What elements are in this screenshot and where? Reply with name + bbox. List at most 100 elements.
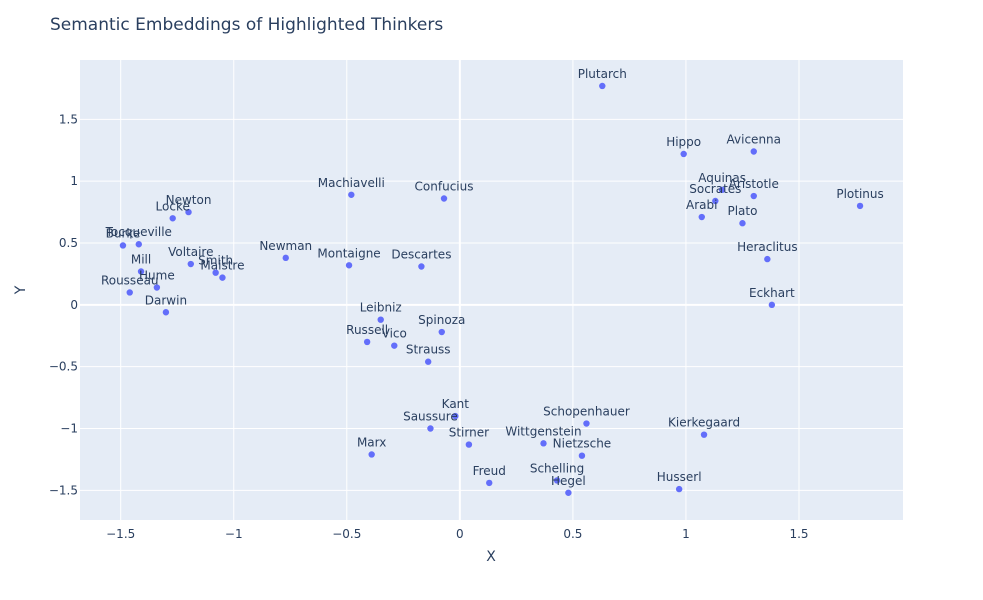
data-point[interactable] — [368, 451, 375, 458]
data-point-label: Mill — [131, 252, 151, 266]
data-point[interactable] — [440, 195, 448, 202]
data-point[interactable] — [700, 431, 708, 438]
plot-area — [80, 60, 903, 520]
y-axis-title: Y — [13, 285, 29, 295]
data-point[interactable] — [698, 213, 705, 221]
data-point[interactable] — [169, 215, 176, 222]
data-point[interactable] — [363, 338, 371, 346]
y-tick-label: 0 — [70, 298, 78, 312]
data-point-label: Russell — [346, 323, 388, 337]
data-point-label: Nietzsche — [553, 437, 612, 451]
data-point[interactable] — [137, 268, 145, 275]
data-point-label: Vico — [382, 327, 407, 341]
data-point-label: Newton — [166, 193, 212, 207]
y-tick-label: −1 — [60, 421, 78, 435]
data-point[interactable] — [565, 489, 572, 496]
data-point-label: Locke — [156, 199, 190, 213]
data-point-label: Hippo — [666, 135, 701, 149]
data-point[interactable] — [768, 301, 776, 309]
data-point[interactable] — [126, 289, 133, 296]
data-point[interactable] — [718, 186, 726, 194]
data-point[interactable] — [553, 477, 561, 484]
data-point-label: Husserl — [657, 470, 702, 484]
y-tick-label: 1.5 — [59, 112, 78, 126]
data-point[interactable] — [764, 255, 771, 263]
data-point[interactable] — [185, 208, 192, 216]
data-point-label: Socrates — [689, 182, 741, 196]
data-point[interactable] — [599, 82, 606, 90]
data-point[interactable] — [282, 254, 289, 262]
data-point[interactable] — [438, 328, 445, 336]
data-point[interactable] — [391, 342, 398, 349]
data-point-label: Montaigne — [317, 246, 380, 260]
data-point[interactable] — [583, 420, 590, 427]
data-point-label: Spinoza — [418, 313, 465, 327]
data-point-label: Eckhart — [749, 286, 795, 300]
data-point[interactable] — [187, 260, 194, 268]
data-point-label: Arabi — [686, 198, 717, 212]
data-point-label: Schopenhauer — [543, 405, 630, 419]
x-tick-label: 1.5 — [789, 527, 808, 541]
data-point-label: Rousseau — [101, 273, 159, 287]
data-point-label: Hegel — [551, 474, 586, 488]
x-tick-label: 0.5 — [563, 527, 582, 541]
data-point[interactable] — [377, 316, 384, 323]
data-point-label: Wittgenstein — [505, 424, 581, 438]
data-point[interactable] — [418, 263, 425, 270]
data-point-label: Avicenna — [727, 133, 782, 147]
data-point[interactable] — [739, 220, 746, 227]
data-point[interactable] — [153, 284, 161, 291]
data-point[interactable] — [452, 412, 459, 420]
y-tick-label: −1.5 — [49, 483, 78, 497]
data-point-label: Plotinus — [836, 187, 883, 201]
x-tick-label: −1 — [225, 527, 243, 541]
data-point[interactable] — [427, 425, 434, 432]
x-tick-label: 1 — [682, 527, 690, 541]
x-tick-label: −1.5 — [106, 527, 135, 541]
axis-ticks: −1.5 −1 −0.5 0 0.5 1 1.5 −1.5 −1 −0.5 0 0.5 1 1.5 — [49, 112, 809, 541]
data-point[interactable] — [345, 262, 353, 269]
data-point-label: Strauss — [406, 343, 451, 357]
data-point-label: Tocqueville — [105, 225, 172, 239]
data-point-label: Kierkegaard — [668, 416, 740, 430]
data-point-label: Burke — [106, 226, 141, 240]
data-point-label: Schelling — [530, 461, 584, 475]
data-point[interactable] — [680, 150, 687, 158]
data-points — [119, 82, 864, 496]
data-point[interactable] — [424, 358, 432, 365]
data-point-label: Heraclitus — [737, 240, 798, 254]
chart-title: Semantic Embeddings of Highlighted Think… — [50, 15, 443, 35]
data-point-label: Hume — [139, 269, 175, 283]
grid-lines — [80, 60, 903, 520]
data-point-label: Plutarch — [578, 67, 627, 81]
data-point-label: Machiavelli — [318, 176, 385, 190]
data-point[interactable] — [119, 242, 127, 249]
data-point[interactable] — [856, 202, 864, 210]
data-point[interactable] — [540, 440, 547, 447]
data-point[interactable] — [135, 241, 142, 248]
data-point-label: Marx — [357, 435, 386, 449]
data-point-label: Confucius — [415, 179, 474, 193]
data-point[interactable] — [712, 197, 719, 205]
data-point-label: Aristotle — [729, 177, 779, 191]
data-point[interactable] — [486, 479, 493, 487]
y-tick-label: 1 — [70, 174, 78, 188]
data-point[interactable] — [750, 192, 757, 200]
data-point-label: Aquinas — [698, 171, 746, 185]
data-point[interactable] — [750, 148, 757, 155]
data-point[interactable] — [219, 274, 226, 281]
data-point[interactable] — [348, 191, 355, 198]
data-point-label: Newman — [259, 239, 312, 253]
data-point-label: Voltaire — [168, 245, 213, 259]
data-point[interactable] — [162, 309, 170, 316]
data-point[interactable] — [212, 269, 219, 276]
data-point[interactable] — [465, 441, 473, 448]
data-point-label: Stirner — [449, 426, 489, 440]
x-tick-label: −0.5 — [332, 527, 361, 541]
data-point-label: Leibniz — [360, 301, 402, 315]
data-point[interactable] — [578, 452, 586, 459]
data-point[interactable] — [675, 485, 683, 493]
data-point-label: Kant — [442, 397, 470, 411]
data-point-label: Freud — [473, 464, 506, 478]
